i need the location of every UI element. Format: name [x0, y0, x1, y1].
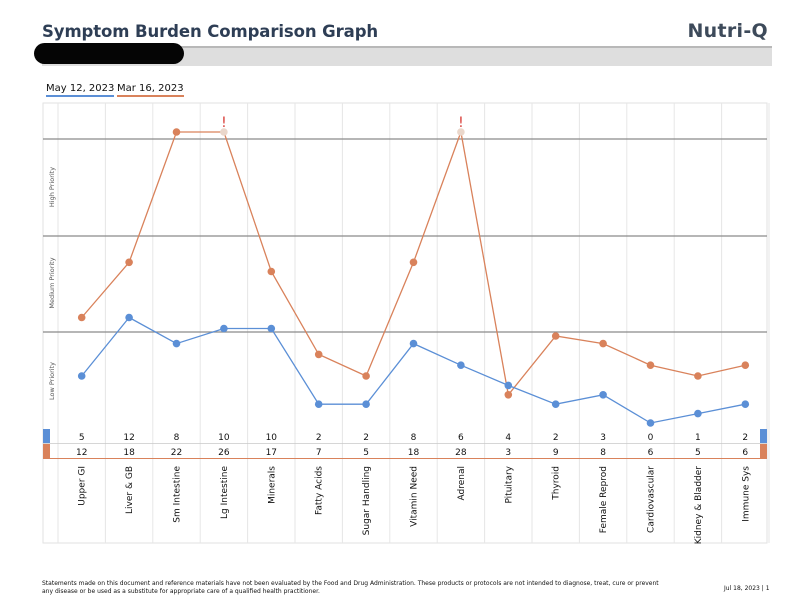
footer-date-page: Jul 18, 2023 | 1 [724, 585, 770, 592]
value-cell: 26 [218, 448, 230, 458]
value-cell: 10 [266, 433, 278, 443]
data-point [694, 409, 702, 418]
data-point [599, 391, 607, 399]
data-point [77, 372, 86, 380]
data-point [504, 391, 513, 399]
category-label: Sugar Handling [362, 466, 372, 535]
legend-item-may: May 12, 2023 [46, 83, 115, 97]
data-point [409, 339, 418, 348]
category-label: Upper GI [78, 466, 88, 506]
data-point [220, 324, 228, 333]
data-point [741, 400, 750, 409]
value-cell: 17 [266, 448, 277, 458]
value-cell: 12 [76, 448, 87, 458]
value-cell: 2 [553, 433, 559, 443]
data-point [551, 332, 560, 340]
exclamation-icon: ! [458, 115, 464, 131]
redaction-mark [34, 43, 184, 64]
value-cell: 5 [363, 448, 369, 458]
priority-band-label: Medium Priority [48, 257, 56, 308]
category-label: Fatty Acids [315, 466, 325, 515]
category-label: Female Reprod [599, 466, 609, 533]
data-point [267, 267, 276, 276]
category-label: Immune Sys [741, 466, 751, 522]
data-point [362, 400, 370, 409]
category-label: Cardiovascular [647, 466, 657, 533]
data-point [220, 128, 228, 136]
value-cell: 5 [695, 448, 701, 458]
data-point [172, 128, 181, 136]
data-point [267, 324, 276, 333]
value-cell: 2 [316, 433, 322, 443]
data-point [362, 372, 370, 380]
value-cell: 6 [458, 433, 464, 443]
legend-item-mar: Mar 16, 2023 [117, 83, 184, 97]
exclamation-icon: ! [221, 115, 227, 131]
data-point [409, 258, 418, 267]
priority-band-label: Low Priority [48, 362, 56, 400]
category-label: Sm Intestine [173, 466, 183, 523]
value-cell: 8 [600, 448, 606, 458]
value-cell: 3 [505, 448, 511, 458]
data-point [314, 350, 323, 359]
value-cell: 1 [695, 433, 701, 443]
data-point [172, 339, 181, 348]
brand-logo: Nutri-Q [687, 20, 768, 42]
plot-frame [42, 102, 768, 544]
data-point [457, 361, 465, 370]
series-marker-left [43, 444, 50, 458]
value-cell: 2 [742, 433, 748, 443]
data-point [504, 381, 513, 390]
data-point [599, 339, 607, 348]
category-label: Thyroid [552, 466, 562, 501]
category-label: Minerals [267, 466, 277, 504]
data-point [314, 400, 323, 409]
value-cell: 2 [363, 433, 369, 443]
value-cell: 6 [742, 448, 748, 458]
series-marker-right [760, 444, 767, 458]
data-point [741, 361, 750, 370]
series-line [81, 316, 746, 424]
disclaimer-text: Statements made on this document and ref… [42, 580, 659, 595]
series-marker-right [760, 429, 767, 443]
value-cell: 18 [408, 448, 420, 458]
data-point [125, 313, 133, 322]
category-label: Vitamin Need [410, 466, 420, 527]
header-bar [42, 46, 772, 66]
category-label: Liver & GB [125, 466, 135, 514]
value-cell: 18 [123, 448, 135, 458]
priority-band-label: High Priority [48, 167, 56, 207]
category-label: Lg Intestine [220, 466, 230, 519]
value-cell: 8 [411, 433, 417, 443]
category-label: Kidney & Bladder [694, 466, 704, 545]
value-cell: 4 [505, 433, 511, 443]
value-cell: 10 [218, 433, 230, 443]
data-point [694, 372, 702, 380]
value-cell: 5 [79, 433, 85, 443]
value-cell: 8 [174, 433, 180, 443]
page-title: Symptom Burden Comparison Graph [42, 22, 379, 41]
value-cell: 9 [553, 448, 559, 458]
value-cell: 28 [455, 448, 467, 458]
value-cell: 6 [648, 448, 654, 458]
data-point [77, 313, 86, 322]
value-cell: 22 [171, 448, 182, 458]
value-cell: 12 [123, 433, 134, 443]
series-marker-left [43, 429, 50, 443]
category-label: Pituitary [504, 465, 514, 503]
data-point [646, 361, 655, 370]
value-cell: 0 [648, 433, 654, 443]
data-point [551, 400, 560, 409]
value-cell: 3 [600, 433, 606, 443]
data-point [125, 258, 133, 267]
data-point [646, 419, 655, 427]
category-label: Adrenal [457, 466, 467, 500]
data-point [457, 128, 465, 136]
value-cell: 7 [316, 448, 322, 458]
